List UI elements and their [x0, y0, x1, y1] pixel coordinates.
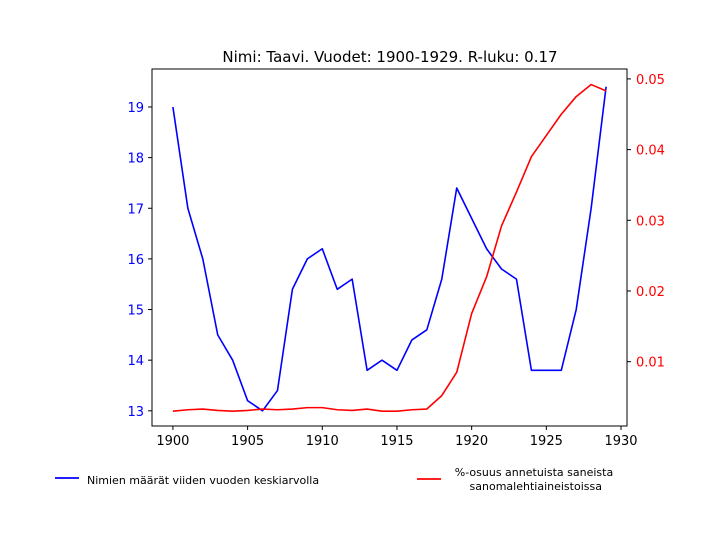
left-y-tick-label: 13: [127, 405, 144, 420]
x-tick-label: 1900: [156, 434, 189, 449]
left-y-tick-label: 15: [127, 304, 144, 319]
series-line-0: [172, 86, 607, 412]
right-y-tick-label: 0.03: [636, 214, 665, 229]
right-y-tick-label: 0.01: [636, 356, 665, 371]
x-tick-label: 1920: [455, 434, 488, 449]
series-line-1: [172, 83, 607, 412]
left-y-tick-label: 18: [127, 152, 144, 167]
left-y-tick-label: 14: [127, 354, 144, 369]
right-y-tick-label: 0.02: [636, 285, 665, 300]
legend-label-0: Nimien määrät viiden vuoden keskiarvolla: [87, 474, 319, 487]
x-tick-label: 1905: [231, 434, 264, 449]
legend-label-1: %-osuus annetuista saneista sanomalehtia…: [455, 466, 613, 493]
left-y-tick-label: 17: [127, 202, 144, 217]
left-y-tick-label: 16: [127, 253, 144, 268]
chart-title: Nimi: Taavi. Vuodet: 1900-1929. R-luku: …: [222, 48, 557, 66]
x-tick-label: 1910: [306, 434, 339, 449]
left-y-tick-label: 19: [127, 101, 144, 116]
plot-frame: [151, 68, 628, 427]
x-tick-label: 1930: [604, 434, 637, 449]
x-tick-label: 1925: [530, 434, 563, 449]
x-tick-label: 1915: [380, 434, 413, 449]
plot-area: 1900 1905 1910 1915 1920 1925 1930 13 14 15 16 17 18…: [127, 68, 665, 449]
right-y-tick-label: 0.04: [636, 144, 665, 159]
legend: Nimien määrät viiden vuoden keskiarvolla…: [55, 466, 613, 493]
right-y-tick-label: 0.05: [636, 73, 665, 88]
